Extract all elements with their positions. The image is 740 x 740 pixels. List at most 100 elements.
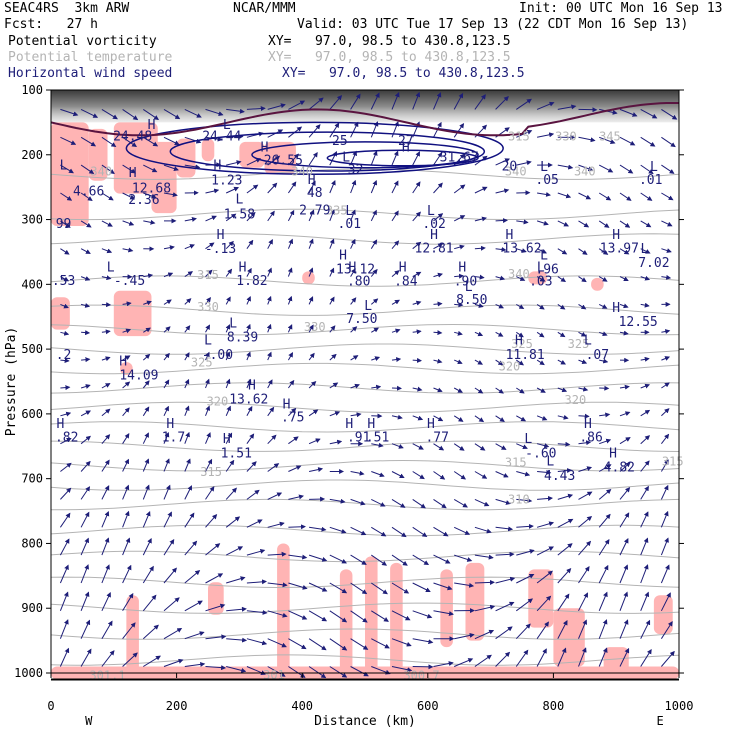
forecast-hour: Fcst: 27 h bbox=[4, 17, 98, 32]
wind-vector bbox=[329, 122, 340, 138]
theta-label: 325 bbox=[568, 337, 590, 351]
wind-vector bbox=[329, 638, 348, 651]
high-marker: H bbox=[248, 378, 256, 393]
wind-vector bbox=[619, 564, 629, 584]
wind-value-label: 1.58 bbox=[224, 207, 255, 222]
theta-label: 315 bbox=[662, 455, 684, 469]
wind-vector bbox=[287, 324, 293, 333]
wind-vector bbox=[246, 239, 254, 249]
wind-vector bbox=[536, 220, 549, 226]
wind-vector bbox=[143, 327, 151, 333]
wind-vector bbox=[287, 295, 293, 305]
wind-vector bbox=[578, 515, 593, 528]
wind-vector bbox=[122, 247, 134, 253]
wind-vector bbox=[329, 209, 335, 222]
wind-vector bbox=[60, 248, 70, 255]
wind-vector bbox=[308, 409, 319, 417]
wind-vector bbox=[433, 358, 443, 364]
wind-vector bbox=[453, 215, 466, 222]
wind-value-label: 26.55 bbox=[264, 153, 303, 168]
wind-vector bbox=[391, 240, 400, 250]
wind-vector bbox=[474, 443, 486, 451]
wind-vector bbox=[60, 330, 70, 336]
wind-vector bbox=[391, 210, 399, 222]
wind-vector bbox=[391, 357, 402, 363]
wind-vector bbox=[660, 592, 671, 612]
wind-vector bbox=[80, 164, 95, 174]
theta-contour bbox=[50, 382, 680, 394]
wind-vector bbox=[308, 666, 327, 679]
wind-vector bbox=[391, 443, 404, 449]
wind-vector bbox=[578, 647, 587, 667]
wind-value-label: 24.48 bbox=[113, 130, 152, 145]
wind-vector bbox=[246, 433, 255, 444]
wind-value-label: .82 bbox=[55, 431, 78, 446]
wind-value-label: .01 bbox=[639, 173, 662, 188]
wind-vector bbox=[308, 324, 314, 333]
wind-vector bbox=[661, 650, 675, 667]
wind-vector bbox=[474, 579, 495, 585]
wind-vector bbox=[433, 471, 446, 480]
wind-value-label: .02 bbox=[422, 217, 445, 232]
wind-vector bbox=[537, 495, 553, 501]
wind-vector bbox=[371, 582, 388, 595]
wind-value-label: -.60 bbox=[525, 446, 556, 461]
wind-vector bbox=[80, 564, 89, 584]
wind-vector bbox=[350, 93, 361, 110]
wind-value-label: 27 bbox=[398, 134, 414, 149]
wind-vector bbox=[205, 215, 217, 222]
wind-vector bbox=[308, 610, 328, 622]
wind-vector bbox=[205, 573, 224, 584]
wind-vector bbox=[557, 493, 574, 500]
wind-vector bbox=[412, 181, 421, 194]
wind-vector bbox=[184, 661, 206, 667]
wind-vector bbox=[225, 516, 241, 528]
wind-vector bbox=[246, 489, 260, 500]
wind-vector bbox=[122, 328, 132, 334]
high-marker: H bbox=[57, 417, 65, 432]
wind-vector bbox=[619, 108, 638, 117]
wind-vector bbox=[391, 526, 407, 538]
wind-vector bbox=[391, 471, 405, 479]
wind-vector bbox=[101, 275, 112, 281]
wind-vector bbox=[412, 443, 424, 450]
wind-value-label: 1.23 bbox=[211, 174, 242, 189]
theta-label: 340 bbox=[508, 267, 530, 281]
wind-vector bbox=[350, 355, 359, 361]
y-tick-label: 300 bbox=[21, 213, 43, 227]
y-tick-label: 100 bbox=[21, 83, 43, 97]
wind-vectors bbox=[59, 91, 678, 679]
wind-value-label: .90 bbox=[454, 275, 477, 290]
wind-vector bbox=[329, 353, 337, 361]
wind-vector bbox=[495, 526, 514, 532]
wind-vector bbox=[184, 540, 198, 556]
wind-vector bbox=[598, 303, 608, 309]
wind-vector bbox=[640, 220, 652, 228]
wind-vector bbox=[308, 267, 314, 277]
wind-vector bbox=[537, 469, 552, 475]
wind-vector bbox=[495, 498, 511, 505]
wind-vector bbox=[598, 248, 609, 255]
wind-vector bbox=[474, 629, 495, 640]
high-marker: H bbox=[148, 118, 156, 133]
wind-vector bbox=[557, 220, 569, 227]
wind-vector bbox=[495, 443, 507, 450]
tropopause-line bbox=[50, 102, 679, 137]
wind-vector bbox=[122, 564, 132, 584]
wind-vector bbox=[308, 296, 314, 305]
wind-vector bbox=[598, 220, 610, 228]
wind-vector bbox=[122, 407, 130, 417]
wind-vector bbox=[474, 216, 487, 222]
wind-vector bbox=[391, 414, 403, 420]
theta-contour bbox=[50, 304, 680, 316]
wind-vector bbox=[495, 651, 511, 667]
wind-vector bbox=[80, 276, 91, 281]
wind-vector bbox=[225, 240, 234, 250]
wind-vector bbox=[288, 494, 304, 500]
wind-vector bbox=[660, 564, 670, 584]
y-tick-label: 800 bbox=[21, 536, 43, 550]
wind-vector bbox=[495, 331, 504, 337]
wind-vector bbox=[598, 591, 608, 611]
pv-region bbox=[553, 608, 585, 667]
wind-vector bbox=[516, 471, 531, 477]
